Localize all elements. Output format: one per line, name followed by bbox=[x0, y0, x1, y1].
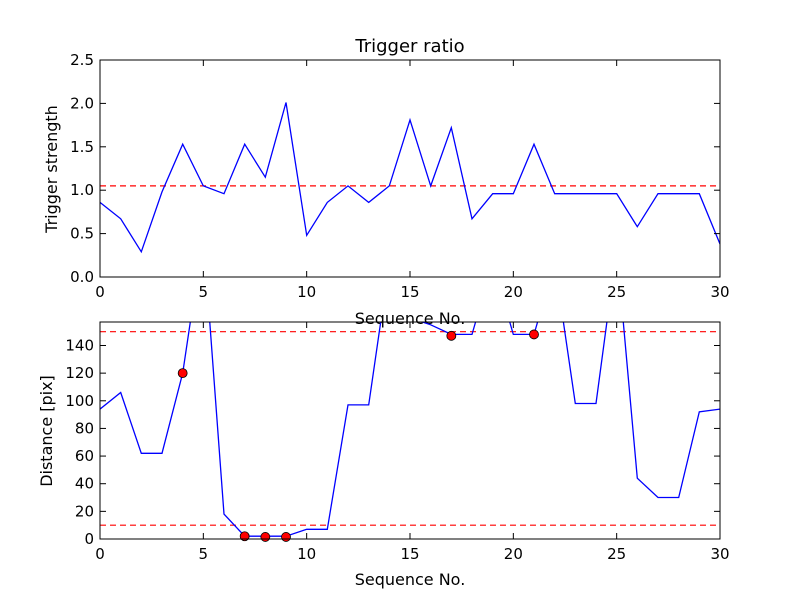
bottom-chart-y-tick-label: 80 bbox=[75, 419, 94, 437]
top-chart-y-tick-label: 0.0 bbox=[70, 268, 94, 286]
top-chart-x-tick-label: 10 bbox=[297, 283, 316, 301]
bottom-chart-y-tick-label: 40 bbox=[75, 475, 94, 493]
bottom-chart-y-tick-label: 60 bbox=[75, 447, 94, 465]
bottom-chart-y-tick-label: 0 bbox=[84, 530, 94, 548]
bottom-chart-x-tick-label: 15 bbox=[400, 545, 419, 563]
top-chart-y-tick-label: 2.5 bbox=[70, 51, 94, 69]
bottom-chart-y-tick-label: 20 bbox=[75, 502, 94, 520]
bottom-chart: 0 5 10 15 20 25 30 0 20 40 60 80 100 120 140 Sequence… bbox=[37, 321, 730, 589]
bottom-chart-marker bbox=[260, 532, 271, 542]
top-chart-x-tick-label: 15 bbox=[400, 283, 419, 301]
bottom-chart-y-label: Distance [pix] bbox=[37, 375, 56, 487]
top-chart-y-tick-label: 0.5 bbox=[70, 225, 94, 243]
top-chart-y-ticks: 0.0 0.5 1.0 1.5 2.0 2.5 bbox=[70, 51, 720, 286]
bottom-chart-x-label: Sequence No. bbox=[355, 570, 466, 589]
bottom-chart-marker bbox=[239, 531, 250, 542]
top-chart-x-tick-label: 5 bbox=[199, 283, 209, 301]
bottom-chart-x-tick-label: 5 bbox=[199, 545, 209, 563]
top-chart-x-tick-label: 20 bbox=[504, 283, 523, 301]
top-chart-y-tick-label: 1.5 bbox=[70, 138, 94, 156]
bottom-chart-ref-lines bbox=[100, 331, 720, 526]
bottom-chart-x-tick-label: 25 bbox=[607, 545, 626, 563]
bottom-chart-y-tick-label: 120 bbox=[65, 364, 94, 382]
bottom-chart-x-tick-label: 30 bbox=[710, 545, 729, 563]
top-chart-y-tick-label: 2.0 bbox=[70, 94, 94, 112]
top-chart-x-tick-label: 30 bbox=[710, 283, 729, 301]
bottom-chart-x-tick-label: 20 bbox=[504, 545, 523, 563]
bottom-chart-y-tick-label: 100 bbox=[65, 392, 94, 410]
bottom-chart-x-tick-label: 0 bbox=[95, 545, 105, 563]
top-chart-title: Trigger ratio bbox=[354, 36, 464, 57]
top-chart-y-label: Trigger strength bbox=[42, 105, 61, 234]
bottom-chart-marker bbox=[281, 532, 291, 542]
bottom-chart-marker bbox=[177, 368, 188, 379]
bottom-chart-x-ticks: 0 5 10 15 20 25 30 bbox=[95, 322, 730, 563]
bottom-chart-y-ticks: 0 20 40 60 80 100 120 140 bbox=[65, 336, 720, 548]
top-chart-x-ticks: 0 5 10 15 20 25 30 bbox=[95, 60, 730, 301]
top-chart-x-tick-label: 25 bbox=[607, 283, 626, 301]
bottom-chart-marker bbox=[446, 330, 457, 341]
bottom-chart-y-tick-label: 140 bbox=[65, 336, 94, 354]
bottom-chart-marker bbox=[529, 329, 539, 340]
top-chart-series-line-0 bbox=[99, 102, 721, 254]
top-chart: Trigger ratio 0 5 10 15 20 25 30 0.0 0.5 1.0 1.5 2… bbox=[42, 36, 730, 328]
top-chart-y-tick-label: 1.0 bbox=[70, 181, 94, 199]
top-chart-x-label: Sequence No. bbox=[355, 309, 466, 328]
top-chart-x-tick-label: 0 bbox=[95, 283, 105, 301]
top-chart-series bbox=[99, 102, 721, 254]
bottom-chart-x-tick-label: 10 bbox=[297, 545, 316, 563]
